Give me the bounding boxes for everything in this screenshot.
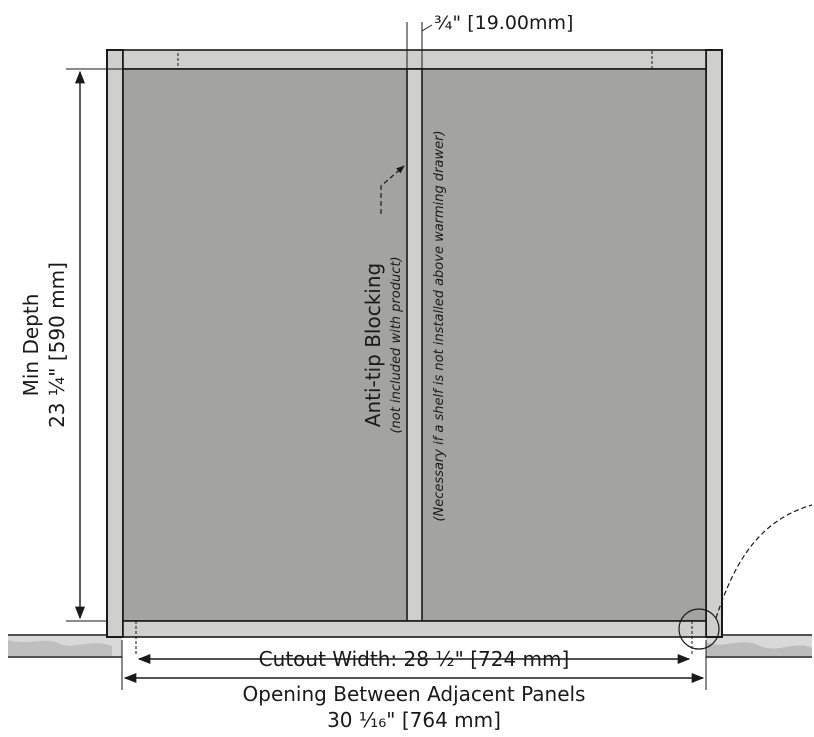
top-rail	[122, 49, 707, 70]
min-depth-value: 23 ¼" [590 mm]	[45, 262, 69, 428]
bottom-rail	[122, 620, 707, 638]
left-side-panel	[106, 49, 124, 638]
cutout-width-label: Cutout Width: 28 ½" [724 mm]	[259, 647, 570, 671]
floor-left	[8, 634, 122, 658]
detail-circle	[678, 608, 720, 650]
top-dimension: ¾" [19.00mm]	[406, 12, 573, 70]
opening-dimension	[121, 640, 707, 690]
blocking-pointer	[380, 165, 405, 214]
depth-dimension	[66, 68, 123, 622]
opening-value: 30 ¹⁄₁₆" [764 mm]	[327, 708, 501, 732]
anti-tip-blocking	[406, 68, 423, 622]
necessary-note: (Necessary if a shelf is not installed a…	[432, 130, 447, 521]
top-dim-label: ¾" [19.00mm]	[434, 12, 573, 34]
blocking-subtitle: (not included with product)	[389, 256, 404, 433]
detail-leader	[715, 504, 813, 619]
opening-label: Opening Between Adjacent Panels	[243, 682, 586, 706]
min-depth-label: Min Depth	[19, 294, 43, 397]
blocking-title: Anti-tip Blocking	[361, 263, 385, 427]
floor-right	[706, 634, 812, 658]
right-side-panel	[705, 49, 723, 638]
